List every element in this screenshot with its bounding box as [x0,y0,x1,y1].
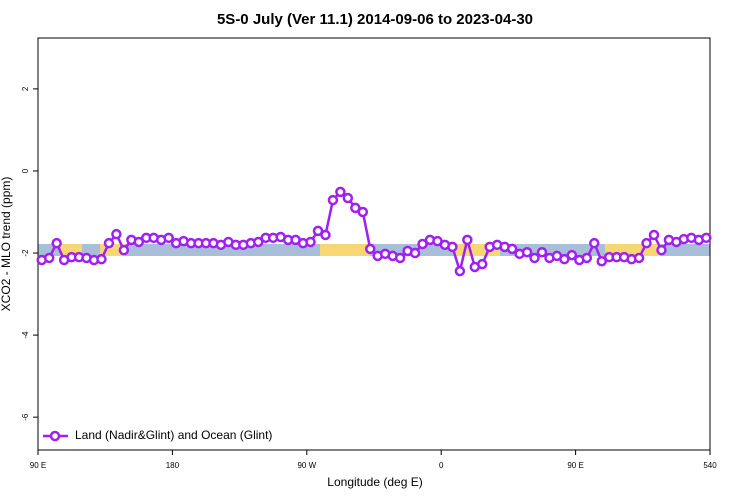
y-tick-label: -2 [21,249,30,257]
point [253,236,264,248]
y-tick-label: 2 [21,86,30,91]
point [96,253,107,265]
point [701,232,712,244]
legend-label: Land (Nadir&Glint) and Ocean (Glint) [75,428,272,442]
plot-frame [37,37,711,451]
point [417,238,428,250]
x-tick-label: 90 E [30,461,46,470]
point [103,237,115,249]
chart-title: 5S-0 July (Ver 11.1) 2014-09-06 to 2023-… [217,11,533,28]
point [327,194,339,206]
point [342,192,354,204]
x-tick-label: 540 [703,461,717,470]
point [320,229,331,241]
point [529,252,540,264]
point [633,252,645,264]
point [51,237,62,249]
y-tick-label: -6 [21,413,30,421]
point [365,243,376,255]
point [462,234,473,246]
point [43,252,55,264]
point [409,247,421,259]
point [335,186,346,198]
y-tick-label: 0 [21,168,30,173]
point [312,225,324,237]
point [589,237,600,249]
point [305,236,316,248]
x-tick-label: 180 [166,461,180,470]
legend-marker [49,430,61,442]
point [447,241,458,253]
point [350,202,361,214]
point [506,243,518,255]
point [596,255,607,267]
x-tick-label: 90 E [567,461,583,470]
point [641,237,652,249]
x-tick-label: 0 [439,461,444,470]
point [454,265,466,277]
y-axis-label: XCO2 - MLO trend (ppm) [0,177,13,312]
x-axis-label: Longitude (deg E) [327,475,422,489]
point [133,236,145,248]
point [521,246,533,258]
point [163,232,174,244]
point [111,228,122,240]
point [536,246,548,258]
point [559,253,570,265]
land-strip [320,244,370,256]
point [656,244,667,256]
point [566,249,578,261]
point [118,244,130,256]
y-tick-label: -4 [21,331,30,339]
point [394,252,406,264]
x-tick-label: 90 W [297,461,316,470]
point [477,258,488,270]
point [357,206,369,218]
point [648,229,660,241]
point [581,252,593,264]
